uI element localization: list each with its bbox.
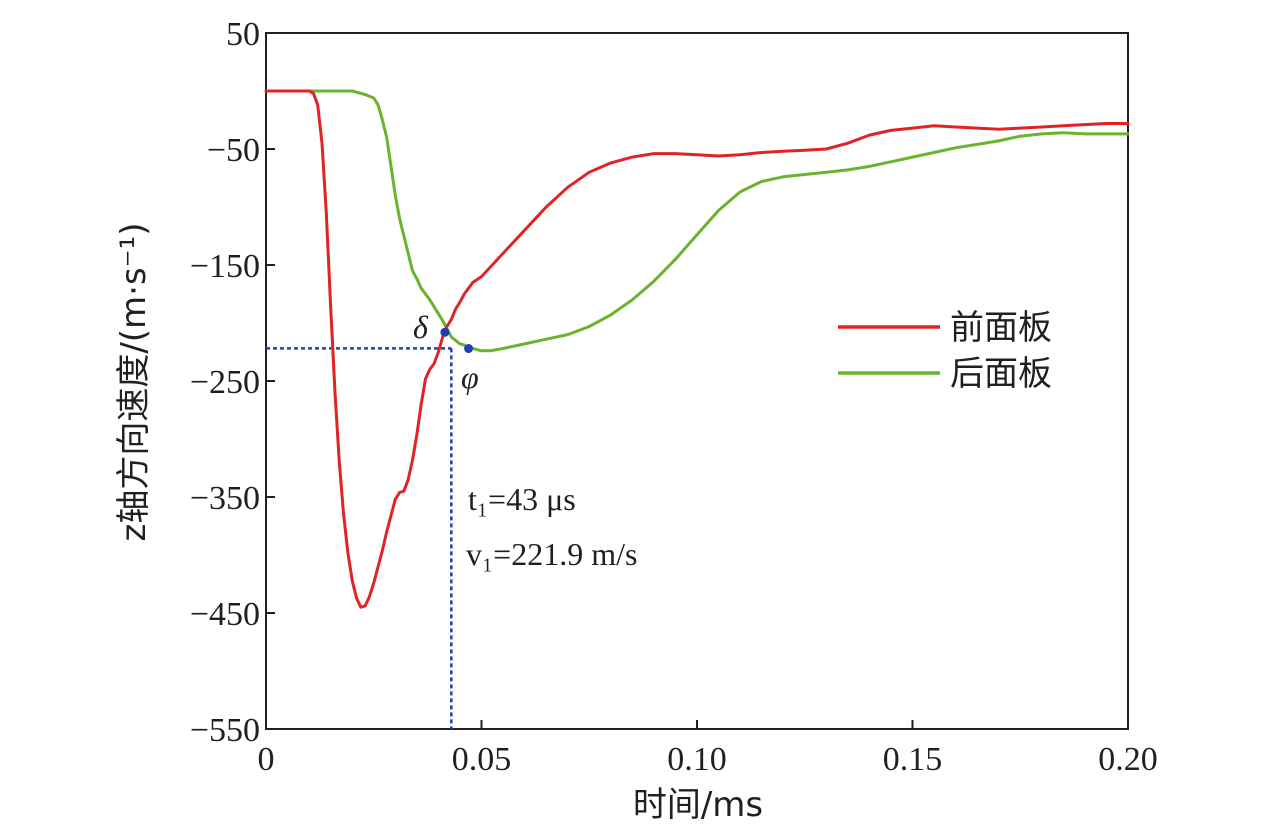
crossing-reference-lines [266, 347, 453, 729]
y-tick-label: −250 [190, 364, 260, 401]
axes: 0 0.05 0.10 0.15 0.20 50 −50 −150 −250 −350 −450 −5… [190, 16, 1158, 778]
x-tick-label: 0 [258, 741, 275, 778]
delta-point-marker [440, 327, 450, 337]
x-tick-label: 0.10 [667, 741, 727, 778]
y-tick-label: −150 [190, 248, 260, 285]
y-tick-label: −50 [207, 132, 260, 169]
y-tick-label: −550 [190, 712, 260, 749]
legend-label-front-panel: 前面板 [950, 308, 1052, 348]
y-tick-label: 50 [226, 16, 260, 53]
time-annotation: t₁=43 μs [468, 481, 576, 517]
annotations: δ φ t₁=43 μs v₁=221.9 m/s [413, 309, 637, 572]
legend-label-back-panel: 后面板 [950, 354, 1052, 394]
phi-point-marker [464, 344, 474, 354]
series-front-panel-line [264, 89, 1130, 609]
y-axis-title: z轴方向速度/(m·s⁻¹) [114, 222, 154, 541]
phi-label: φ [461, 359, 479, 395]
x-tick-label: 0.20 [1098, 741, 1158, 778]
x-axis-title: 时间/ms [633, 785, 763, 825]
series-back-panel-line [264, 89, 1130, 353]
velocity-annotation: v₁=221.9 m/s [466, 536, 637, 572]
x-tick-label: 0.05 [452, 741, 512, 778]
series-lines [264, 89, 1130, 609]
delta-label: δ [413, 309, 429, 345]
x-tick-label: 0.15 [883, 741, 943, 778]
y-tick-label: −450 [190, 596, 260, 633]
y-tick-label: −350 [190, 480, 260, 517]
legend: 前面板 后面板 [838, 308, 1052, 394]
